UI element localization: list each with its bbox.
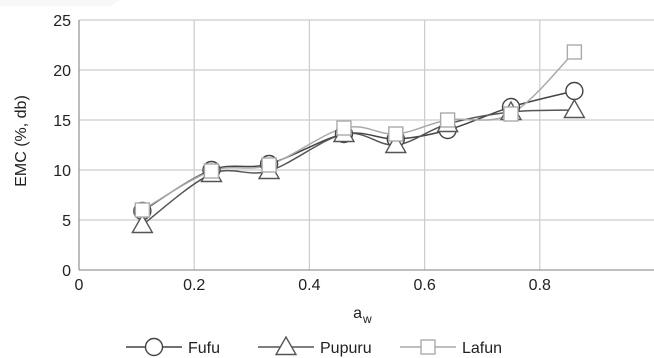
data-point-fufu [565, 81, 584, 101]
legend-label-lafun: Lafun [462, 340, 502, 357]
x-tick-label: 0.2 [183, 277, 205, 294]
legend-label-pupuru: Pupuru [320, 340, 372, 357]
x-tick-label: 0.4 [298, 277, 320, 294]
x-tick-labels: 0 0.2 0.4 0.6 0.8 [75, 277, 551, 294]
data-point-lafun [203, 163, 220, 179]
data-point-pupuru [563, 98, 586, 119]
legend-marker-lafun [420, 339, 436, 355]
data-point-pupuru [131, 213, 154, 234]
y-tick-labels: 0 5 10 15 20 25 [53, 13, 71, 280]
legend-marker-pupuru [274, 335, 298, 356]
y-tick-label: 5 [62, 213, 71, 230]
data-point-lafun [388, 126, 404, 142]
data-point-lafun [134, 202, 151, 218]
x-tick-label: 0 [75, 277, 84, 294]
series-markers [131, 44, 586, 234]
x-axis-label-subscript: w [362, 312, 372, 326]
data-point-lafun [439, 112, 456, 128]
y-tick-label: 10 [53, 163, 71, 180]
legend-marker-fufu [144, 337, 164, 357]
y-tick-label: 15 [53, 113, 71, 130]
y-tick-label: 20 [53, 63, 71, 80]
legend: Fufu Pupuru Lafun [126, 335, 502, 357]
y-tick-label: 25 [53, 13, 71, 30]
y-axis-label: EMC (%, db) [13, 95, 30, 187]
series-line-lafun [141, 51, 575, 211]
x-tick-label: 0.6 [413, 277, 435, 294]
data-point-lafun [503, 106, 519, 122]
x-axis-label: a [353, 305, 362, 322]
data-point-lafun [261, 157, 277, 173]
series-lines [141, 51, 575, 226]
y-tick-label: 0 [62, 263, 71, 280]
x-axis-label-main: a [353, 305, 362, 322]
legend-label-fufu: Fufu [188, 340, 220, 357]
data-point-lafun [336, 120, 352, 136]
data-point-lafun [566, 44, 583, 60]
horizontal-gridlines [79, 19, 654, 221]
axes [78, 20, 654, 271]
data-point-pupuru [384, 133, 408, 154]
x-tick-label: 0.8 [529, 277, 551, 294]
vertical-gridlines [193, 20, 541, 270]
